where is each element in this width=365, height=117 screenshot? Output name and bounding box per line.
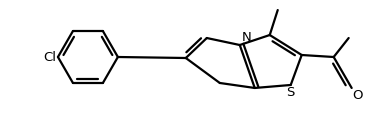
Text: Cl: Cl (43, 51, 56, 64)
Text: S: S (287, 86, 295, 99)
Text: O: O (353, 89, 363, 102)
Text: N: N (242, 31, 251, 44)
